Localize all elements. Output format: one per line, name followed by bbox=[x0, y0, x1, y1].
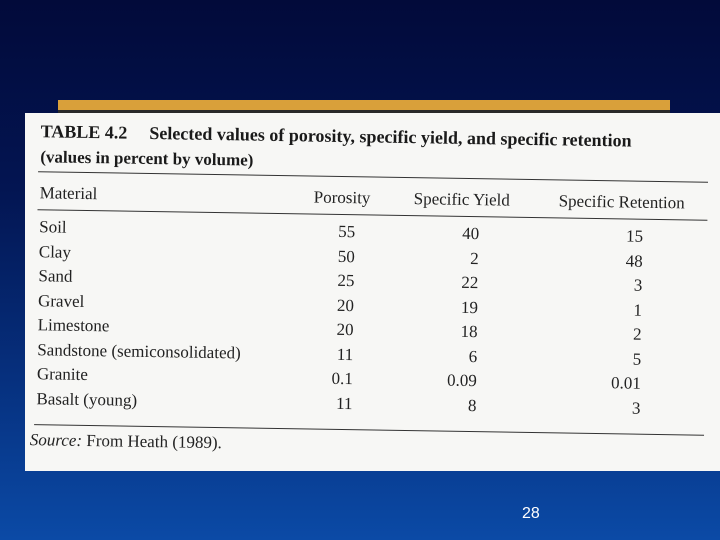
table-image: TABLE 4.2 Selected values of porosity, sp… bbox=[25, 113, 720, 471]
cell-specific-yield: 19 bbox=[460, 297, 479, 317]
page-number: 28 bbox=[522, 505, 540, 522]
table-number: TABLE 4.2 bbox=[40, 121, 128, 143]
cell-porosity: 55 bbox=[338, 221, 356, 242]
cell-material: Granite bbox=[36, 364, 89, 385]
cell-specific-retention: 3 bbox=[633, 275, 643, 295]
cell-porosity: 11 bbox=[336, 344, 354, 364]
cell-specific-retention: 15 bbox=[625, 226, 644, 246]
table-title: Selected values of porosity, specific yi… bbox=[149, 122, 632, 151]
cell-material: Basalt (young) bbox=[36, 388, 138, 410]
cell-porosity: 50 bbox=[337, 246, 355, 266]
cell-specific-yield: 0.09 bbox=[446, 370, 478, 391]
cell-porosity: 25 bbox=[337, 270, 355, 291]
cell-specific-yield: 2 bbox=[470, 248, 479, 268]
data-table: TABLE 4.2 Selected values of porosity, sp… bbox=[25, 113, 720, 471]
table-source: Source: From Heath (1989). bbox=[30, 430, 222, 453]
column-header-specific-retention: Specific Retention bbox=[558, 191, 685, 213]
cell-specific-retention: 3 bbox=[631, 398, 641, 418]
cell-material: Soil bbox=[39, 217, 67, 237]
top-rule bbox=[38, 171, 709, 183]
cell-material: Sand bbox=[38, 266, 73, 286]
source-text: From Heath (1989). bbox=[86, 431, 223, 453]
cell-specific-yield: 8 bbox=[467, 395, 477, 415]
cell-porosity: 20 bbox=[336, 295, 355, 315]
cell-material: Clay bbox=[38, 241, 72, 262]
cell-specific-retention: 48 bbox=[625, 250, 643, 271]
cell-specific-retention: 2 bbox=[632, 324, 642, 344]
source-label: Source: bbox=[29, 430, 83, 450]
cell-material: Gravel bbox=[37, 290, 85, 311]
table-caption: TABLE 4.2 Selected values of porosity, sp… bbox=[41, 121, 632, 151]
cell-material: Sandstone (semiconsolidated) bbox=[37, 339, 241, 362]
cell-specific-retention: 0.01 bbox=[610, 373, 641, 393]
cell-porosity: 11 bbox=[335, 393, 353, 413]
cell-porosity: 20 bbox=[336, 319, 354, 340]
column-header-material: Material bbox=[39, 183, 98, 204]
table-subtitle: (values in percent by volume) bbox=[40, 147, 254, 170]
cell-material: Limestone bbox=[37, 315, 110, 336]
cell-specific-yield: 22 bbox=[461, 272, 479, 293]
column-header-porosity: Porosity bbox=[313, 187, 371, 208]
title-accent-bar bbox=[58, 100, 670, 113]
cell-specific-yield: 6 bbox=[468, 346, 478, 366]
cell-specific-yield: 40 bbox=[462, 223, 480, 244]
cell-specific-retention: 5 bbox=[632, 349, 642, 369]
cell-specific-retention: 1 bbox=[633, 300, 643, 320]
cell-porosity: 0.1 bbox=[331, 368, 354, 389]
column-header-specific-yield: Specific Yield bbox=[413, 189, 510, 210]
cell-specific-yield: 18 bbox=[460, 321, 478, 342]
